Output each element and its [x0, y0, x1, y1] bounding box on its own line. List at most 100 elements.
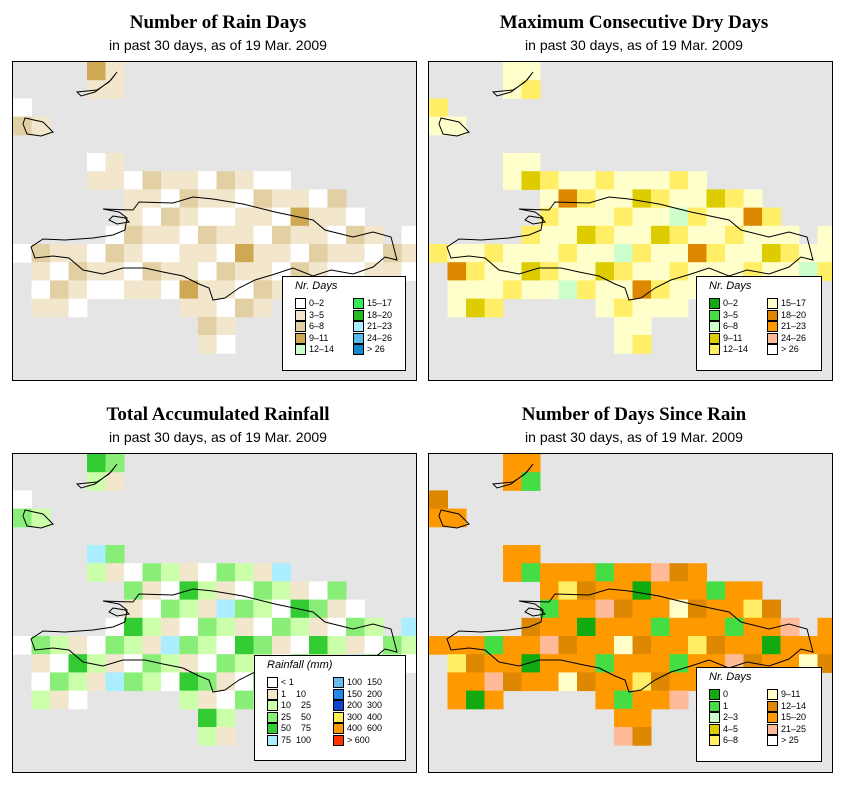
grid-cell [87, 672, 106, 692]
grid-cell [595, 189, 615, 209]
grid-cell [327, 189, 347, 209]
grid-cell [577, 617, 596, 637]
grid-cell [651, 225, 670, 245]
grid-cell [651, 262, 670, 281]
grid-cell [614, 599, 633, 619]
grid-cell [50, 672, 69, 692]
legend-label: > 26 [781, 344, 799, 354]
grid-cell [577, 672, 596, 692]
grid-cell [179, 298, 199, 318]
grid-cell [725, 189, 744, 209]
grid-cell [198, 727, 217, 746]
grid-cell [105, 153, 125, 172]
grid-cell [614, 316, 633, 336]
grid-cell [235, 298, 254, 318]
grid-cell [632, 581, 652, 601]
grid-cell [50, 262, 69, 281]
grid-cell [521, 654, 541, 673]
grid-cell [503, 636, 522, 655]
grid-cell [235, 617, 254, 637]
grid-cell [743, 244, 763, 263]
grid-cell [68, 280, 88, 300]
grid-cell [688, 581, 707, 601]
legend-label: 12–14 [309, 344, 335, 354]
grid-cell [632, 207, 652, 227]
grid-cell [725, 617, 744, 637]
legend-swatch [767, 321, 778, 332]
legend-swatch [709, 332, 720, 344]
grid-cell [235, 690, 254, 710]
grid-cell [595, 563, 615, 582]
grid-cell [198, 262, 217, 281]
grid-cell [161, 599, 180, 619]
grid-cell [632, 599, 652, 619]
grid-cell [272, 599, 291, 619]
grid-cell [253, 636, 273, 655]
grid-cell [216, 262, 236, 281]
legend-swatch [709, 723, 720, 735]
legend-label: 21–23 [781, 321, 807, 331]
grid-cell [235, 171, 254, 190]
grid-cell [253, 280, 273, 300]
legend-label: 12–14 [723, 344, 749, 354]
grid-cell [688, 207, 707, 227]
grid-cell [632, 244, 652, 263]
grid-cell [216, 672, 236, 692]
grid-cell [124, 599, 143, 619]
panel-title: Total Accumulated Rainfall [106, 404, 330, 425]
grid-cell [309, 207, 328, 227]
grid-cell [105, 280, 125, 300]
island-coastline [108, 607, 131, 617]
grid-cell [706, 617, 726, 637]
legend-swatch [295, 309, 306, 321]
grid-cell [614, 171, 633, 190]
grid-cell [595, 171, 615, 190]
grid-cell [577, 654, 596, 673]
grid-cell [614, 207, 633, 227]
grid-cell [521, 62, 541, 81]
grid-cell [327, 581, 347, 601]
grid-cell [50, 280, 69, 300]
grid-cell [651, 563, 670, 582]
grid-cell [216, 727, 236, 746]
grid-cell [142, 244, 162, 263]
legend-swatch [709, 298, 720, 309]
grid-cell [762, 207, 781, 227]
legend-label: 12–14 [781, 700, 807, 711]
grid-cell [216, 316, 236, 336]
grid-cell [235, 280, 254, 300]
grid-cell [595, 244, 615, 263]
grid-cell [383, 636, 402, 655]
grid-cell [309, 617, 328, 637]
grid-cell [179, 617, 199, 637]
grid-cell [253, 599, 273, 619]
grid-cell [105, 563, 125, 582]
legend-label: 50 75 [281, 723, 312, 733]
grid-cell [669, 225, 689, 245]
grid-cell [743, 189, 763, 209]
grid-cell [614, 636, 633, 655]
panel-subtitle: in past 30 days, as of 19 Mar. 2009 [525, 429, 743, 445]
grid-cell [669, 244, 689, 263]
grid-cell [272, 207, 291, 227]
grid-cell [68, 636, 88, 655]
grid-cell [253, 617, 273, 637]
grid-cell [87, 280, 106, 300]
grid-cell [198, 672, 217, 692]
grid-cell [179, 225, 199, 245]
legend-label: 1 10 [281, 688, 307, 699]
grid-cell [105, 672, 125, 692]
legend-swatch [767, 344, 778, 355]
grid-cell [632, 617, 652, 637]
grid-cell [725, 244, 744, 263]
grid-cell [762, 599, 781, 619]
grid-cell [614, 563, 633, 582]
grid-cell [651, 672, 670, 692]
legend-title: Rainfall (mm) [267, 659, 333, 671]
grid-cell [558, 636, 578, 655]
grid-cell [632, 280, 652, 300]
grid-cell [632, 335, 652, 354]
panel-title: Number of Days Since Rain [521, 404, 747, 425]
grid-cell [235, 636, 254, 655]
